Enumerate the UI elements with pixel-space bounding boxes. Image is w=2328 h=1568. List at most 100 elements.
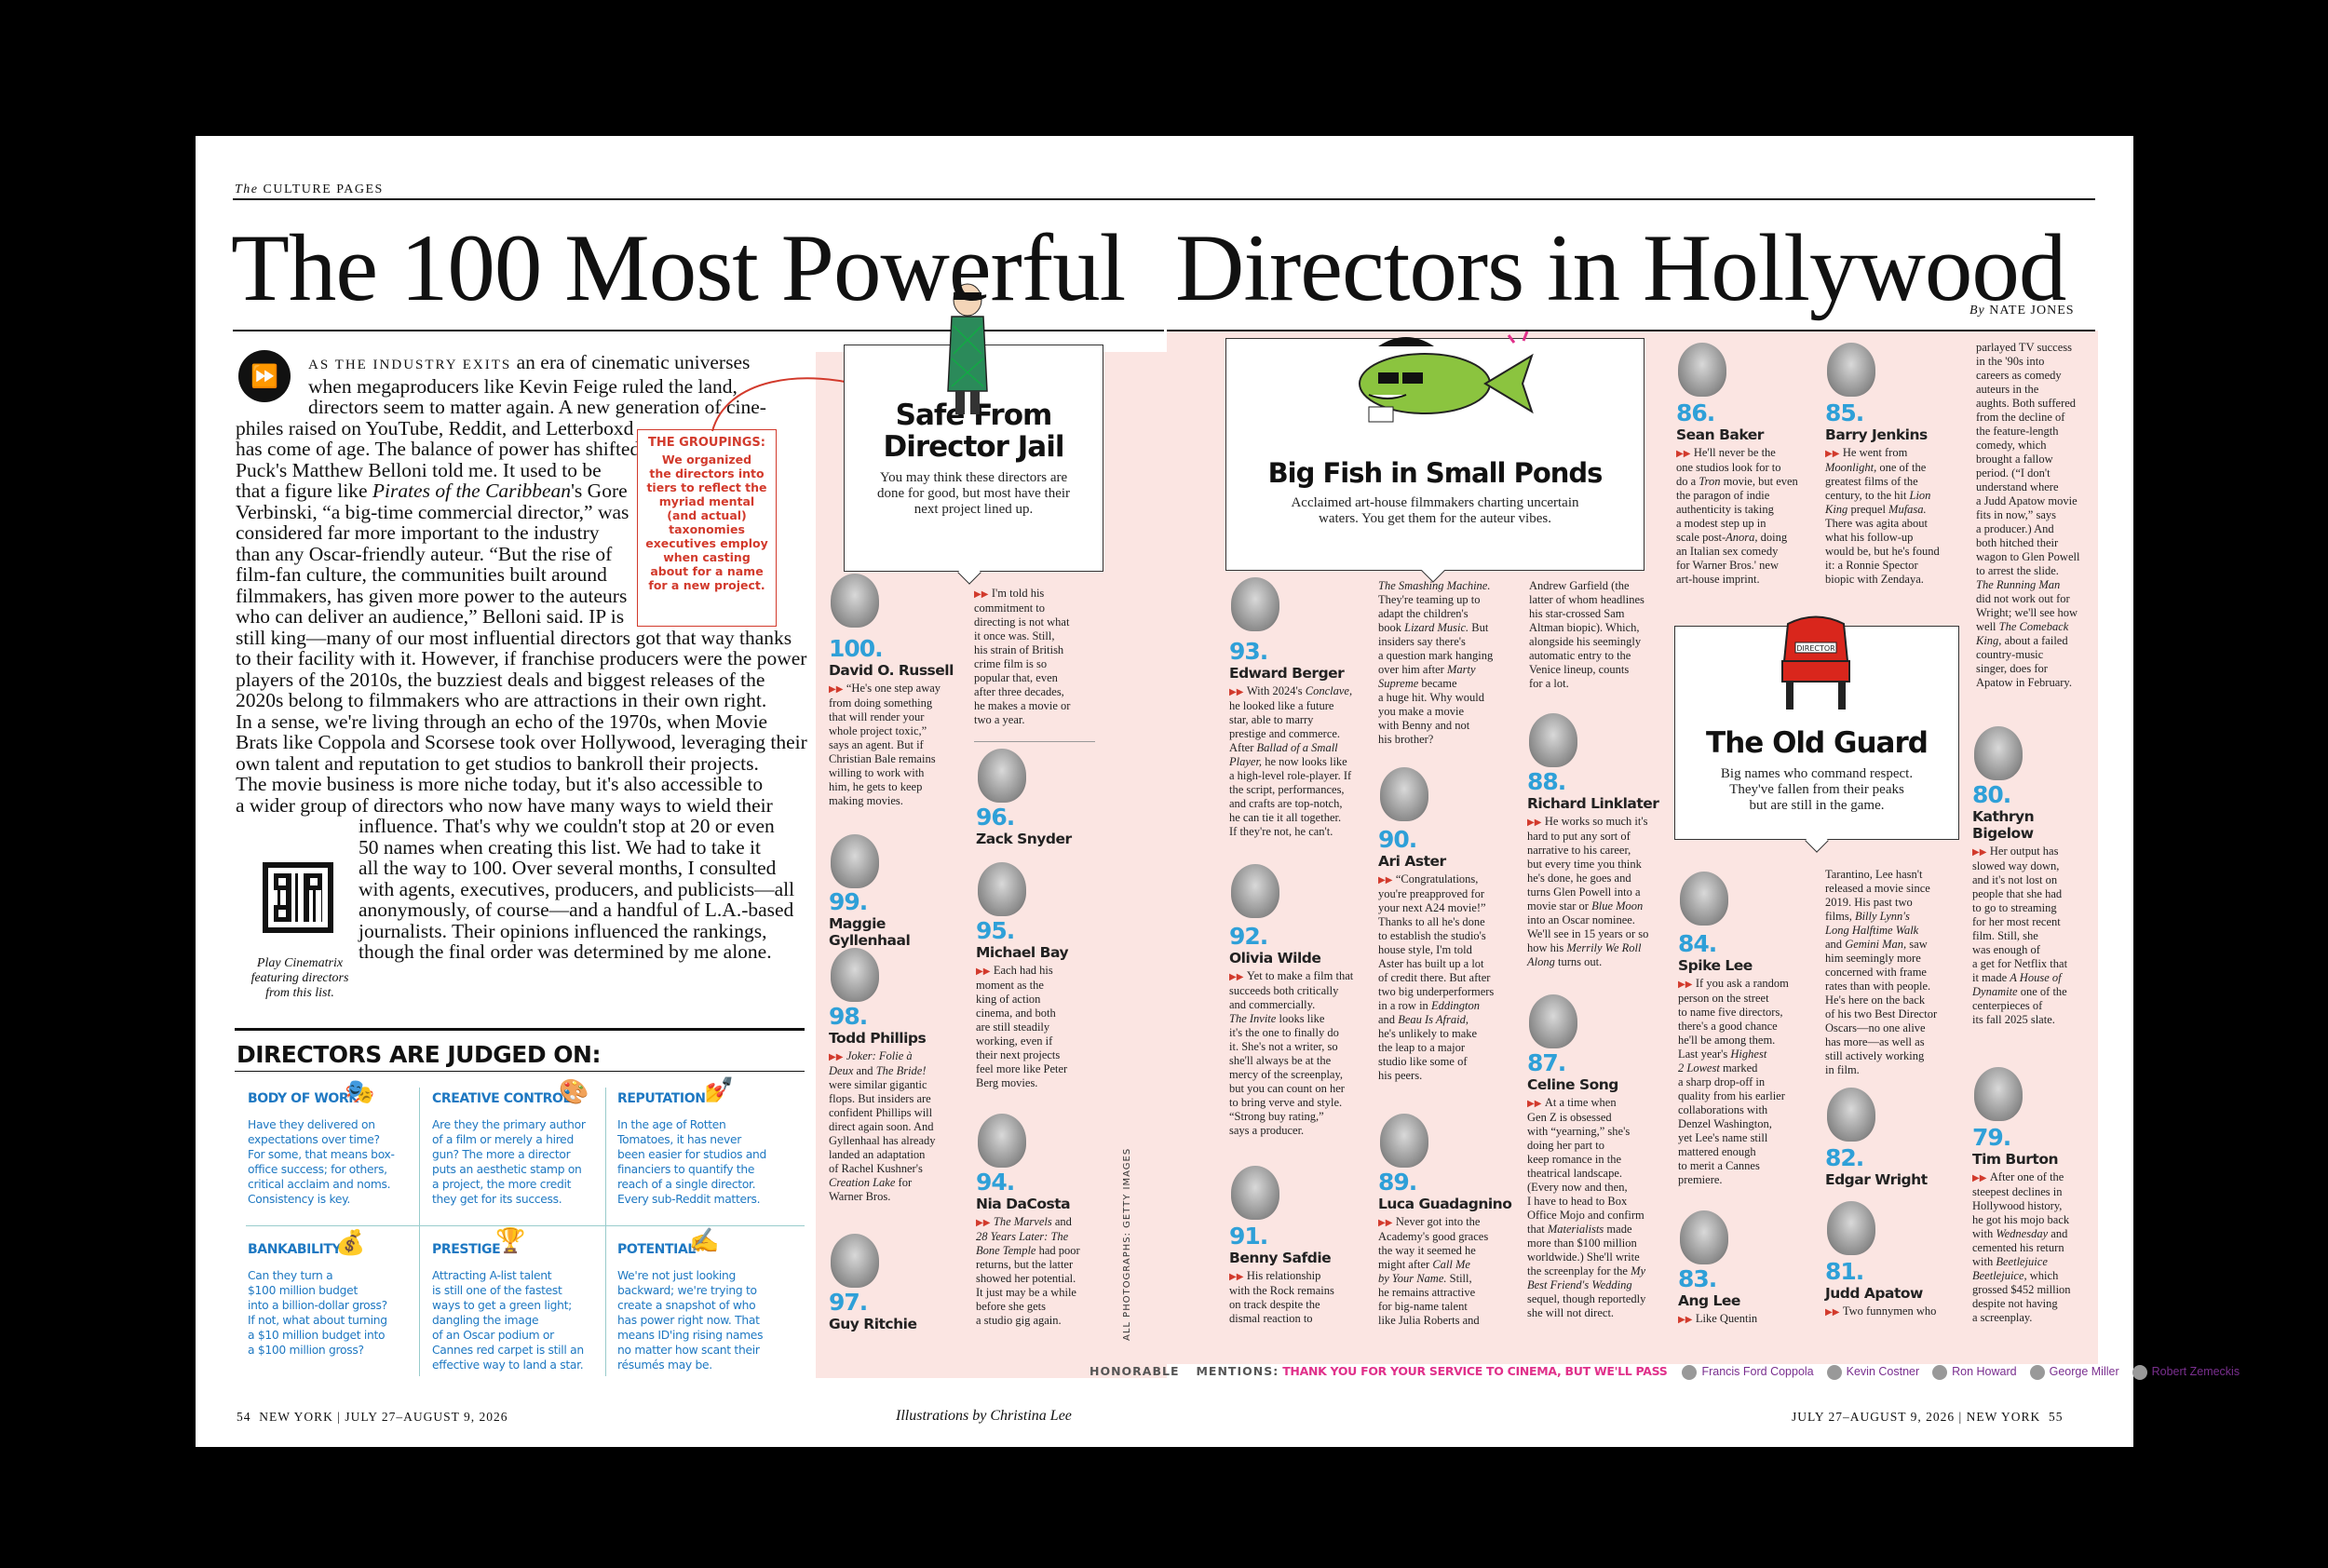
judged-divider (246, 1225, 805, 1226)
david-o-russell-photo (831, 574, 879, 628)
potential-label: POTENTIAL (617, 1242, 696, 1257)
edward-berger-photo (1231, 577, 1279, 631)
byline: By NATE JONES (1969, 304, 2075, 318)
ang-lee-photo (1680, 1210, 1728, 1264)
richard-linklater-photo (1529, 713, 1577, 767)
jailed-director-illustration (947, 283, 988, 414)
trophy-icon: 🏆 (495, 1227, 526, 1255)
theater-masks-icon: 🎭 (345, 1078, 375, 1106)
entry-99: 99. Maggie Gyllenhaal (829, 888, 911, 950)
entry-90: 90. Ari Aster ▶▶ “Congratulations, you'r… (1378, 826, 1495, 1083)
entry-88: 88. Richard Linklater ▶▶ He works so muc… (1527, 768, 1659, 969)
creative-control-text: Are they the primary author of a film or … (432, 1118, 586, 1206)
luca-guadagnino-photo (1380, 1114, 1428, 1168)
palette-icon: 🎨 (559, 1078, 589, 1106)
entry-divider (974, 741, 1095, 742)
arrow-icon: ▶▶ (1527, 818, 1545, 828)
arrow-icon: ▶▶ (1229, 687, 1247, 697)
entry-100-continued: ▶▶ I'm told his commitment to directing i… (974, 587, 1071, 726)
entry-83-continued: Tarantino, Lee hasn't released a movie si… (1825, 868, 1938, 1076)
qr-code[interactable] (263, 862, 333, 933)
avatar (1826, 1364, 1842, 1380)
entry-91: 91. Benny Safdie ▶▶ His relationship wit… (1229, 1223, 1334, 1326)
qr-caption: Play Cinematrix featuring directors from t… (250, 956, 349, 1000)
director-chair-illustration: DIRECTOR (1781, 615, 1850, 710)
entry-96: 96. Zack Snyder (976, 804, 1072, 848)
celine-song-photo (1529, 994, 1577, 1048)
avatar (1932, 1364, 1948, 1380)
page-title-left: The 100 Most Powerful (231, 215, 1126, 321)
entry-100: 100. David O. Russell ▶▶ “He's one step … (829, 635, 954, 808)
arrow-icon: ▶▶ (974, 589, 992, 600)
spike-lee-photo (1680, 872, 1728, 926)
tim-burton-photo (1974, 1067, 2023, 1121)
footer-right: JULY 27–AUGUST 9, 2026 | NEW YORK 55 (1792, 1410, 2064, 1424)
arrow-icon: ▶▶ (1229, 972, 1247, 982)
entry-82: 82. Edgar Wright (1825, 1144, 1928, 1189)
page-title-right: Directors in Hollywood (1175, 215, 2066, 321)
chair-label: DIRECTOR (1796, 644, 1835, 653)
maggie-gyllenhaal-photo (831, 834, 879, 888)
entry-83: 83. Ang Lee ▶▶ Like Quentin (1678, 1265, 1758, 1326)
header-rule-bottom-right (1167, 330, 2095, 331)
bankability-label: BANKABILITY (248, 1242, 342, 1257)
creative-control-label: CREATIVE CONTROL (432, 1091, 572, 1106)
potential-text: We're not just looking backward; we're tr… (617, 1269, 764, 1372)
arrow-icon: ▶▶ (1678, 1315, 1696, 1325)
intro-article: AS THE INDUSTRY EXITS an era of cinemati… (236, 351, 807, 963)
arrow-icon: ▶▶ (829, 684, 846, 695)
entry-93: 93. Edward Berger ▶▶ With 2024's Conclav… (1229, 638, 1353, 839)
kathryn-bigelow-photo (1974, 726, 2023, 780)
arrow-icon: ▶▶ (1378, 1218, 1396, 1228)
entry-81-continued: parlayed TV success in the '90s into caree… (1976, 341, 2080, 689)
edgar-wright-photo (1827, 1088, 1875, 1142)
olivia-wilde-photo (1231, 864, 1279, 918)
arrow-icon: ▶▶ (1378, 875, 1396, 885)
entry-98: 98. Todd Phillips ▶▶ Joker: Folie à Deux… (829, 1003, 936, 1204)
zack-snyder-photo (978, 749, 1026, 803)
arrow-icon: ▶▶ (976, 1218, 994, 1228)
barry-jenkins-photo (1827, 343, 1875, 397)
entry-86: 86. Sean Baker ▶▶ He'll never be the one… (1676, 399, 1798, 587)
judged-heading: DIRECTORS ARE JUDGED ON: (237, 1041, 601, 1068)
entry-94: 94. Nia DaCosta ▶▶ The Marvels and 28 Ye… (976, 1169, 1080, 1328)
entry-81: 81. Judd Apatow ▶▶ Two funnymen who (1825, 1258, 1937, 1318)
writing-hand-icon: ✍ (689, 1227, 720, 1255)
arrow-icon: ▶▶ (1678, 980, 1696, 990)
arrow-icon: ▶▶ (829, 1052, 846, 1062)
body-of-work-text: Have they delivered on expectations over … (248, 1118, 395, 1206)
arrow-icon: ▶▶ (1825, 449, 1843, 459)
entry-84: 84. Spike Lee ▶▶ If you ask a random per… (1678, 930, 1789, 1187)
groupings-box: THE GROUPINGS: We organized the directors… (637, 429, 777, 627)
footer-left: 54 NEW YORK | JULY 27–AUGUST 9, 2026 (237, 1410, 508, 1424)
body-of-work-label: BODY OF WORK (248, 1091, 359, 1106)
avatar (2029, 1364, 2045, 1380)
arrow-icon: ▶▶ (1527, 1099, 1545, 1109)
entry-97: 97. Guy Ritchie (829, 1289, 917, 1333)
arrow-icon: ▶▶ (1972, 847, 1990, 858)
entry-87: 87. Celine Song ▶▶ At a time when Gen Z … (1527, 1049, 1646, 1320)
judged-rule-2 (235, 1071, 805, 1072)
fish-illustration (1359, 331, 1534, 423)
prestige-label: PRESTIGE (432, 1242, 501, 1257)
avatar (1682, 1364, 1698, 1380)
prestige-text: Attracting A-list talent is still one of … (432, 1269, 584, 1372)
honorable-mentions-bar: HONORABLE MENTIONS: THANK YOU FOR YOUR S… (1090, 1364, 2240, 1380)
reputation-text: In the age of Rotten Tomatoes, it has nev… (617, 1118, 767, 1206)
arrow-icon: ▶▶ (1825, 1307, 1843, 1318)
entry-92: 92. Olivia Wilde ▶▶ Yet to make a film t… (1229, 923, 1354, 1138)
reputation-label: REPUTATION (617, 1091, 706, 1106)
photo-credit: ALL PHOTOGRAPHS: GETTY IMAGES (1122, 1147, 1132, 1341)
entry-89-continued: Andrew Garfield (the latter of whom headl… (1529, 579, 1644, 690)
bankability-text: Can they turn a $100 million budget into a… (248, 1269, 387, 1357)
judd-apatow-photo (1827, 1201, 1875, 1255)
judged-vline-1 (419, 1088, 420, 1376)
judged-rule (235, 1028, 805, 1031)
guy-ritchie-photo (831, 1234, 879, 1288)
section-label: The CULTURE PAGES (235, 182, 384, 196)
entry-95: 95. Michael Bay ▶▶ Each had his moment a… (976, 917, 1069, 1090)
judged-vline-2 (605, 1088, 606, 1376)
entry-80: 80. Kathryn Bigelow ▶▶ Her output has sl… (1972, 781, 2068, 1027)
ari-aster-photo (1380, 767, 1428, 821)
arrow-icon: ▶▶ (1676, 449, 1694, 459)
